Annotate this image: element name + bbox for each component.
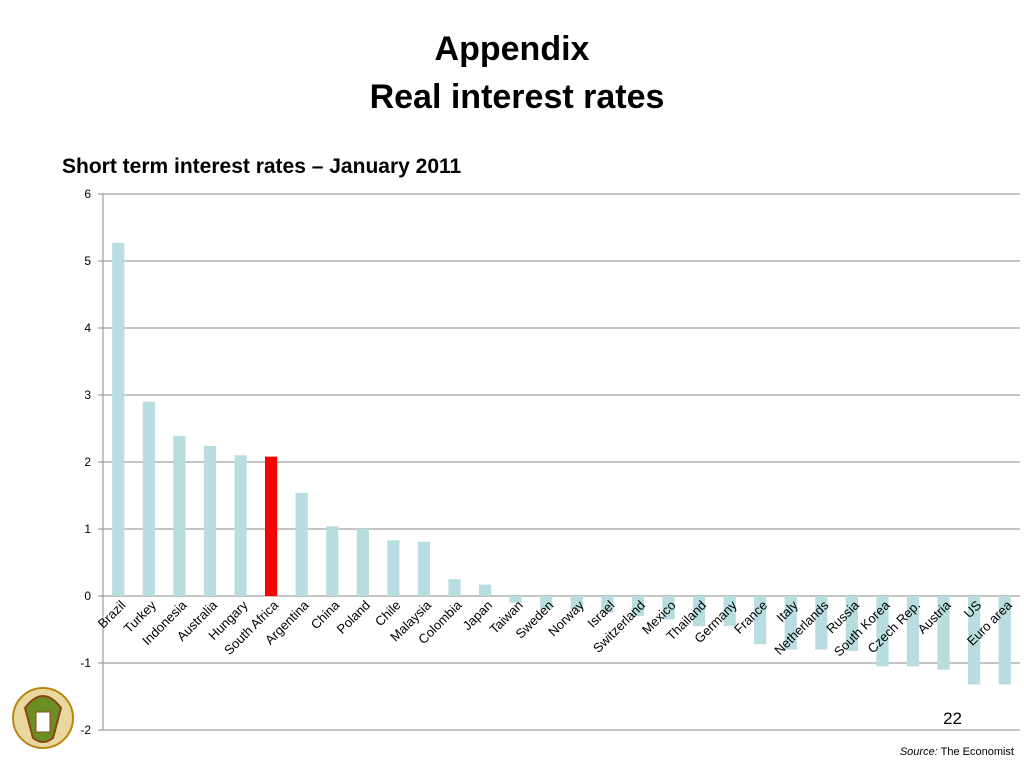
bar — [784, 596, 797, 650]
bar — [540, 596, 553, 610]
source-text: The Economist — [941, 746, 1014, 758]
bar — [723, 596, 736, 627]
source-label: Source: — [900, 746, 938, 758]
y-tick-label: 6 — [84, 187, 91, 201]
bar — [112, 242, 125, 596]
y-tick-label: -1 — [80, 656, 91, 670]
y-tick-label: 5 — [84, 254, 91, 268]
source: Source: The Economist — [900, 746, 1014, 758]
slide-title: Real interest rates — [370, 78, 665, 116]
y-tick-label: -2 — [80, 723, 91, 737]
bar — [601, 596, 614, 613]
y-tick-label: 4 — [84, 321, 91, 335]
bar — [203, 445, 217, 596]
bar — [968, 596, 981, 685]
bar — [998, 596, 1011, 685]
bar — [478, 584, 492, 596]
bar — [448, 579, 461, 596]
bar — [142, 401, 155, 596]
slide-title: Appendix — [435, 30, 590, 68]
bar — [295, 492, 308, 596]
bar — [173, 435, 186, 596]
bar — [509, 596, 522, 603]
bar — [692, 596, 706, 627]
bar — [937, 596, 950, 670]
x-tick-label: Poland — [334, 598, 373, 637]
bar — [570, 596, 583, 610]
page-number: 22 — [943, 709, 962, 728]
bar — [417, 541, 431, 596]
bar — [876, 596, 889, 667]
bar — [754, 596, 767, 645]
y-tick-label: 3 — [84, 388, 91, 402]
logo — [12, 687, 74, 749]
bar — [265, 456, 278, 596]
y-tick-label: 0 — [84, 589, 91, 603]
bar — [631, 596, 645, 617]
bar — [387, 540, 400, 596]
y-tick-label: 1 — [84, 522, 91, 536]
y-tick-label: 2 — [84, 455, 91, 469]
bar — [326, 526, 339, 596]
bar — [234, 455, 247, 596]
chart-title: Short term interest rates – January 2011 — [62, 155, 462, 178]
bar — [845, 596, 858, 651]
bar — [906, 596, 920, 667]
bar — [662, 596, 675, 620]
bar — [356, 529, 369, 596]
x-tick-label: US — [961, 597, 985, 621]
bar — [815, 596, 828, 650]
